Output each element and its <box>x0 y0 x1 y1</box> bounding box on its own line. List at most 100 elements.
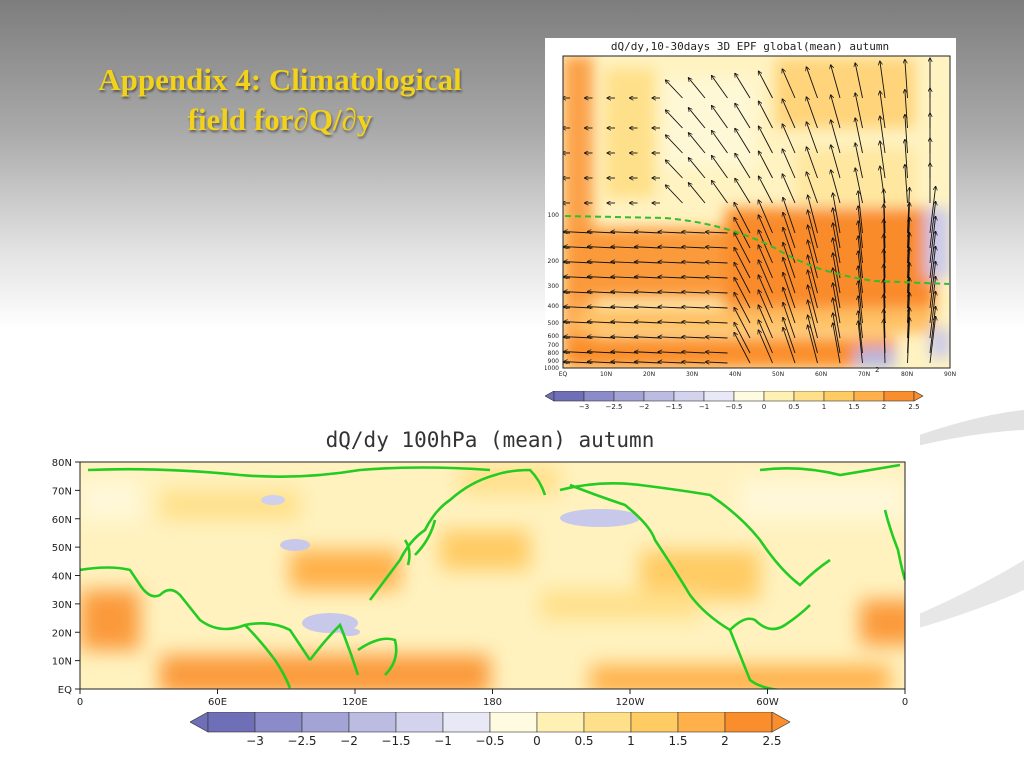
ep-flux-arrow <box>808 325 818 364</box>
colorbar-swatch <box>733 391 765 402</box>
ep-flux-vectors <box>563 58 936 364</box>
ep-flux-arrow <box>711 75 728 99</box>
ep-flux-arrow <box>907 188 910 234</box>
colorbar-swatch <box>254 712 303 733</box>
ep-flux-arrow <box>658 352 683 353</box>
colorbar-swatch <box>553 391 585 402</box>
ep-flux-arrow <box>635 362 661 363</box>
ep-flux-arrow <box>611 307 638 308</box>
colorbar-swatch <box>724 712 773 733</box>
ep-flux-arrow <box>682 352 706 353</box>
colorbar-swatch <box>301 712 350 733</box>
ep-flux-arrow <box>833 208 841 249</box>
y-tick-label: 300 <box>548 283 560 290</box>
colorbar-label: −3 <box>579 403 589 411</box>
ep-flux-arrow <box>929 261 936 309</box>
ep-flux-arrow <box>782 174 796 204</box>
x-tick-label: 40N <box>729 371 741 378</box>
colorbar-swatch <box>703 391 735 402</box>
negative-patch-siberia <box>261 495 285 505</box>
slide-title: Appendix 4: Climatological field for∂Q/∂… <box>30 60 530 140</box>
ep-flux-arrow <box>758 330 773 364</box>
x-tick-label: 10N <box>600 371 612 378</box>
y-tick-label: 10N <box>52 657 72 668</box>
x-tick-label: 0 <box>77 697 83 708</box>
slide-title-line2: field for∂Q/∂y <box>187 102 373 137</box>
colorbar-swatch <box>853 391 885 402</box>
ep-flux-arrow <box>735 103 751 129</box>
ep-flux-arrow <box>907 203 910 249</box>
ep-flux-arrow <box>635 277 661 278</box>
ep-flux-arrow <box>858 311 863 354</box>
ep-flux-arrow <box>831 170 841 204</box>
colorbar-max-arrow <box>913 391 924 402</box>
ep-flux-arrow <box>758 200 773 234</box>
ep-flux-arrow <box>635 292 661 293</box>
ep-flux-arrow <box>611 337 638 338</box>
ep-flux-arrow <box>658 247 683 248</box>
ep-flux-arrow <box>808 255 818 294</box>
ep-flux-arrow <box>806 147 818 179</box>
ep-flux-arrow <box>855 63 863 99</box>
ep-flux-arrow <box>611 232 638 233</box>
ep-flux-arrow <box>858 191 863 234</box>
ep-flux-arrow <box>808 300 818 339</box>
annotation-2: 2 <box>875 366 879 374</box>
ep-flux-arrow <box>635 307 661 308</box>
colorbar-swatch <box>442 712 491 733</box>
ep-flux-arrow <box>705 362 728 363</box>
cross-section-x-axis: EQ 10N 20N 30N 40N 50N 60N 70N 80N 90N <box>559 371 956 378</box>
y-tick-label: 40N <box>52 572 72 583</box>
colorbar-max-arrow <box>771 712 791 733</box>
ep-flux-arrow <box>635 262 661 263</box>
colorbar-label: −1 <box>434 734 452 748</box>
ep-flux-arrow <box>705 322 728 323</box>
ep-flux-arrow <box>758 126 773 154</box>
ep-flux-arrow <box>782 149 796 179</box>
colorbar-label: −3 <box>246 734 264 748</box>
y-tick-label: 50N <box>52 543 72 554</box>
ep-flux-arrow <box>833 238 841 279</box>
ep-flux-arrow <box>831 145 841 179</box>
colorbar-label: −1 <box>699 403 709 411</box>
colorbar-swatch <box>583 712 632 733</box>
colorbar-swatch <box>673 391 705 402</box>
ep-flux-arrow <box>734 232 751 264</box>
colorbar-swatch <box>395 712 444 733</box>
x-tick-label: 120E <box>342 697 367 708</box>
ep-flux-arrow <box>833 268 841 309</box>
ep-flux-arrow <box>734 307 751 339</box>
ep-flux-arrow <box>783 212 796 249</box>
ep-flux-arrow <box>831 95 841 129</box>
ep-flux-arrow <box>783 272 796 309</box>
ep-flux-arrow <box>735 128 751 154</box>
ep-flux-arrow <box>929 216 936 264</box>
ep-flux-arrow <box>705 352 728 353</box>
ep-flux-arrow <box>711 130 728 154</box>
ep-flux-arrow <box>880 141 886 179</box>
x-tick-label: 90N <box>944 371 956 378</box>
y-tick-label: 900 <box>548 358 560 365</box>
ep-flux-arrow <box>758 151 773 179</box>
ep-flux-arrow <box>783 317 796 354</box>
ep-flux-arrow <box>734 262 751 294</box>
ep-flux-arrow <box>705 232 728 233</box>
ep-flux-arrow <box>783 327 796 364</box>
ep-flux-arrow <box>905 139 908 179</box>
ep-flux-arrow <box>734 292 751 324</box>
colorbar-swatch <box>583 391 615 402</box>
negative-patch-alaska <box>560 509 640 527</box>
colorbar-label: −2 <box>639 403 649 411</box>
ep-flux-arrow <box>611 322 638 323</box>
ep-flux-arrow <box>658 292 683 293</box>
colorbar-swatch <box>489 712 538 733</box>
cross-section-title: dQ/dy,10-30days 3D EPF global(mean) autu… <box>611 40 889 53</box>
ep-flux-arrow <box>665 80 683 99</box>
ep-flux-arrow <box>808 285 818 324</box>
ep-flux-arrow <box>907 263 910 309</box>
ep-flux-arrow <box>688 108 706 129</box>
ep-flux-arrow <box>658 307 683 308</box>
x-tick-label: 30N <box>686 371 698 378</box>
ep-flux-arrow <box>635 322 661 323</box>
